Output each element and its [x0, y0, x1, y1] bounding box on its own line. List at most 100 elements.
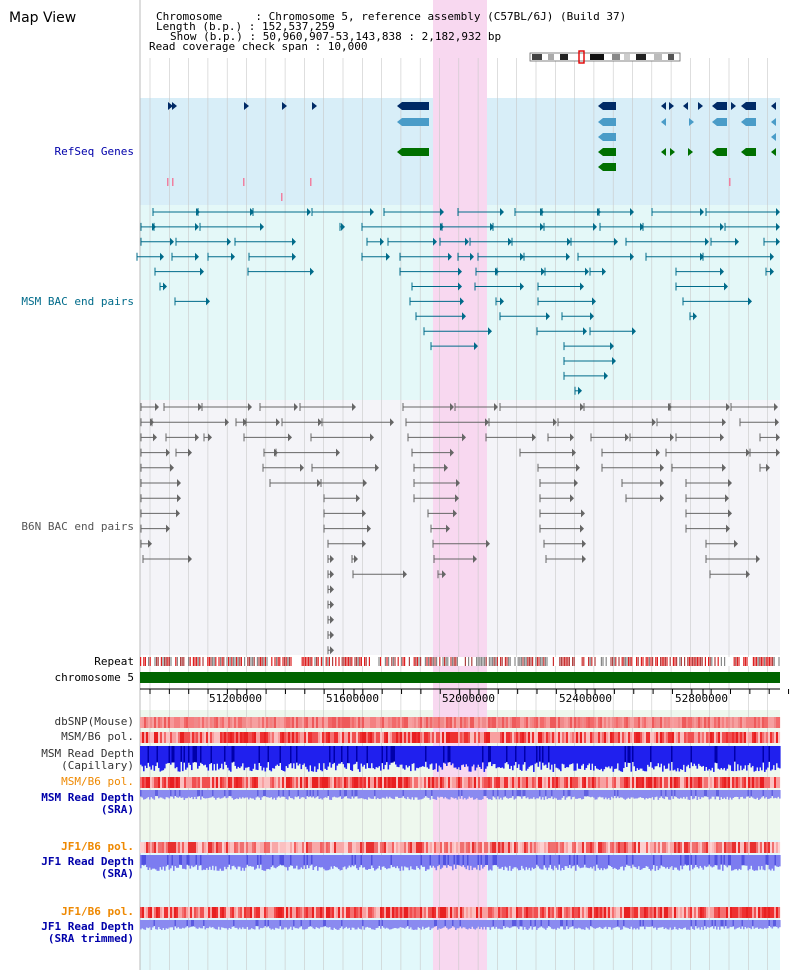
dbsnp-heat [452, 717, 455, 728]
dbsnp-heat [646, 717, 649, 728]
jf1-depth-trim-bars [716, 920, 718, 930]
jf1-depth-trim-bars [380, 920, 382, 929]
jf1-depth-sra-bars [443, 855, 445, 866]
msm-b6-pol-heat-2 [618, 777, 621, 788]
msm-depth-sra-bars [668, 790, 670, 800]
dbsnp-heat [152, 717, 155, 728]
refseq-genes-label[interactable]: RefSeq Genes [54, 145, 134, 158]
msm-depth-capillary-bars [552, 746, 555, 772]
msm-bac-label[interactable]: MSM BAC end pairs [21, 295, 134, 308]
msm-depth-sra-bars [177, 790, 180, 798]
jf1-depth-trim-bars [383, 920, 385, 928]
jf1-depth-sra-bars [698, 855, 700, 869]
msm-depth-capillary-bars [393, 746, 396, 762]
msm-b6-pol-heat [630, 732, 633, 743]
msm-depth-sra-bars [684, 790, 687, 799]
jf1-depth-trim-bars [461, 920, 463, 929]
msm-b6-pol-heat [438, 732, 441, 743]
jf1-b6-pol-heat-2 [714, 907, 717, 918]
refseq-gene [603, 102, 616, 110]
jf1-depth-sra-bars [173, 855, 175, 871]
jf1-depth-trim-bars [609, 920, 612, 928]
jf1-b6-pol-heat-2 [688, 907, 691, 918]
msm-b6-pol-heat [744, 732, 747, 743]
msm-depth-capillary-bars [743, 746, 745, 769]
jf1-depth-trim-bars [512, 920, 514, 927]
msm-depth-sra-bars [213, 790, 216, 798]
repeat-element [452, 657, 454, 666]
jf1-depth-trim-bars [360, 920, 363, 930]
jf1-b6-pol-heat [718, 842, 721, 853]
msm-b6-pol-heat [266, 732, 269, 743]
jf1-depth-sra-bars [336, 855, 339, 868]
jf1-depth-trim-bars [735, 920, 738, 929]
jf1-depth-sra-label: JF1 Read Depth [41, 855, 134, 868]
msm-b6-pol-heat [206, 732, 209, 743]
msm-b6-pol-heat-2 [324, 777, 327, 788]
jf1-depth-trim-bars [596, 920, 598, 929]
msm-depth-capillary-bars [539, 746, 541, 762]
b6n-bac-end-pair [570, 433, 574, 442]
dbsnp-heat [748, 717, 751, 728]
b6n-bac-end-pair [532, 433, 536, 442]
msm-b6-pol-heat-2 [292, 777, 295, 788]
msm-b6-pol-heat-2 [644, 777, 647, 788]
jf1-b6-pol-heat-2 [740, 907, 743, 918]
msm-depth-sra-bars [207, 790, 210, 799]
msm-b6-pol-heat [720, 732, 723, 743]
msm-depth-sra-bars [303, 790, 306, 798]
jf1-b6-pol-heat [672, 842, 675, 853]
msm-depth-sra-bars [413, 790, 415, 800]
jf1-depth-trim-bars [476, 920, 478, 929]
msm-depth-sra-bars [663, 790, 666, 800]
msm-b6-pol-heat-2 [392, 777, 395, 788]
jf1-b6-pol-heat [212, 842, 215, 853]
jf1-depth-sra-bars [156, 855, 159, 871]
jf1-b6-pol-heat [186, 842, 189, 853]
jf1-b6-pol-heat [260, 842, 263, 853]
repeat-element [250, 657, 252, 666]
jf1-b6-pol-heat-2 [378, 907, 381, 918]
repeat-element [752, 657, 754, 666]
dbsnp-heat [366, 717, 369, 728]
msm-b6-pol-heat-2 [248, 777, 251, 788]
dbsnp-heat [442, 717, 445, 728]
repeat-element [540, 657, 542, 666]
b6n-bac-label[interactable]: B6N BAC end pairs [21, 520, 134, 533]
jf1-depth-sra-bars [452, 855, 454, 871]
dbsnp-heat [240, 717, 243, 728]
msm-bac-end-pair [448, 252, 452, 261]
highlighted-region [433, 0, 487, 970]
msm-b6-pol-heat [356, 732, 359, 743]
msm-depth-sra-bars [351, 790, 354, 797]
jf1-depth-trim-bars [528, 920, 531, 929]
repeat-element [488, 657, 490, 666]
jf1-depth-sra-bars [350, 855, 352, 868]
jf1-depth-trim-bars [551, 920, 553, 929]
jf1-b6-pol-heat [282, 842, 285, 853]
dbsnp-heat [424, 717, 427, 728]
repeat-element [581, 657, 583, 666]
msm-b6-pol-heat [638, 732, 641, 743]
repeat-element [645, 657, 647, 666]
jf1-b6-pol-heat-2 [402, 907, 405, 918]
msm-bac-end-pair [307, 208, 311, 216]
msm-b6-pol-heat-2 [624, 777, 627, 788]
msm-bac-end-pair [567, 237, 571, 246]
msm-depth-capillary-bars [585, 746, 588, 768]
jf1-depth-trim-bars [365, 920, 367, 928]
jf1-depth-sra-bars [198, 855, 201, 866]
jf1-depth-sra-bars [236, 855, 238, 870]
dbsnp-heat [660, 717, 663, 728]
msm-b6-pol-heat [230, 732, 233, 743]
msm-depth-sra-bars [704, 790, 706, 797]
jf1-depth-trim-bars [543, 920, 546, 929]
msm-depth-sra-bars [338, 790, 340, 798]
jf1-depth-sra-bars [638, 855, 640, 867]
jf1-depth-trim-bars [498, 920, 501, 929]
dbsnp-heat [630, 717, 633, 728]
jf1-b6-pol-heat [300, 842, 303, 853]
msm-depth-capillary-bars [579, 746, 582, 770]
msm-b6-pol-heat [688, 732, 691, 743]
